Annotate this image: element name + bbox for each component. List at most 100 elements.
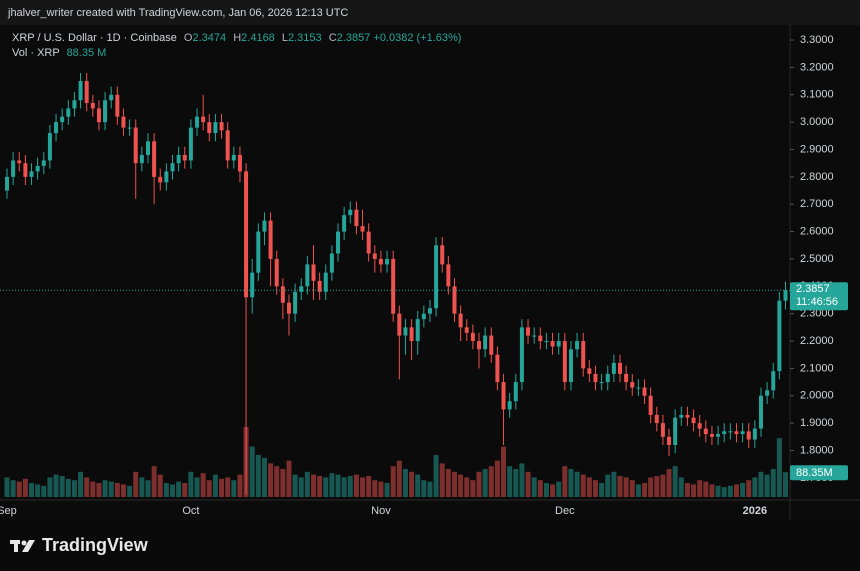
price-tag [790, 282, 848, 311]
candle-body [244, 171, 249, 298]
candle-body [96, 108, 101, 123]
volume-bar [170, 484, 176, 497]
candle-body [470, 332, 475, 342]
candle-body [568, 349, 573, 383]
volume-bar [29, 483, 35, 497]
countdown: 11:46:56 [796, 296, 838, 308]
volume-bar [629, 480, 635, 497]
volume-bar [84, 477, 90, 497]
candle-body [231, 154, 236, 161]
volume-bar [96, 483, 102, 497]
candle-body [507, 401, 512, 410]
volume-bar [488, 466, 494, 497]
volume-bar [274, 466, 280, 497]
candle-body [78, 81, 83, 101]
ohlc-value: 2.3857 [336, 32, 371, 44]
volume-bar [709, 484, 715, 497]
volume-bar [537, 480, 543, 497]
volume-bar [10, 480, 16, 497]
x-tick-label: Sep [0, 505, 17, 517]
volume-bar [697, 480, 703, 497]
footer-logo: TradingView [10, 535, 148, 556]
candle-body [305, 264, 310, 287]
candle-body [90, 102, 95, 109]
candle-body [311, 264, 316, 281]
candle-body [145, 141, 150, 155]
y-tick-label: 3.1000 [800, 89, 834, 101]
volume-bar [341, 477, 347, 497]
candle-body [84, 81, 89, 103]
volume-bar [783, 472, 789, 497]
candle-body [127, 127, 132, 129]
volume-bar [372, 480, 378, 497]
candle-body [593, 373, 598, 383]
volume-bar [605, 474, 611, 497]
volume-bar [120, 484, 126, 497]
candle-body [354, 209, 359, 227]
candle-body [599, 382, 604, 384]
volume-tag [790, 465, 848, 481]
change-pct: (+1.63%) [416, 32, 462, 44]
ohlc-key: O [183, 32, 193, 44]
candle-body [366, 231, 371, 254]
volume-bar [703, 481, 709, 497]
candle-body [654, 414, 659, 424]
volume-bar [439, 463, 445, 497]
candle-body [685, 414, 690, 418]
candle-body [526, 327, 531, 336]
candle-body [673, 417, 678, 446]
candle-body [740, 431, 745, 435]
candle-body [103, 100, 108, 123]
volume-bar [145, 480, 151, 497]
volume-bar [41, 485, 47, 497]
candle-body [201, 116, 206, 123]
candle-body [299, 286, 304, 292]
volume-title: Vol · XRP [12, 47, 60, 59]
candle-body [421, 313, 426, 320]
y-tick-label: 2.5000 [800, 253, 834, 265]
volume-bar [194, 477, 200, 497]
volume-bar [525, 471, 531, 497]
ohlc-value: 2.4168 [241, 32, 275, 44]
volume-bar [108, 481, 114, 497]
candle-body [556, 341, 561, 347]
volume-bar [599, 483, 605, 497]
volume-bar [261, 457, 267, 497]
candle-body [605, 373, 610, 383]
candle-body [452, 286, 457, 314]
volume-bar [770, 469, 776, 497]
volume-value: 88.35 M [66, 47, 107, 59]
candle-body [758, 395, 763, 429]
volume-bar [764, 474, 770, 497]
candle-body [29, 171, 34, 177]
ohlc-key: L [281, 32, 288, 44]
chart-background [0, 25, 860, 520]
volume-bar [65, 478, 71, 497]
y-tick-label: 2.3000 [800, 308, 834, 320]
candle-body [225, 130, 230, 161]
volume-bar [329, 473, 335, 497]
candle-body [532, 335, 537, 337]
volume-bar [421, 480, 427, 497]
volume-bar [568, 469, 574, 497]
volume-bar [396, 460, 402, 497]
volume-bar [71, 480, 77, 497]
candle-body [182, 154, 187, 161]
candle-body [660, 423, 665, 437]
volume-bar [470, 480, 476, 497]
candle-body [397, 313, 402, 336]
volume-bar [317, 476, 323, 497]
volume-bar [580, 474, 586, 497]
volume-bar [409, 471, 415, 497]
volume-bar [642, 483, 648, 497]
volume-bar [212, 474, 218, 497]
candle-body [54, 122, 59, 134]
volume-bar [519, 463, 525, 497]
volume-bar [231, 480, 237, 497]
volume-bar [433, 455, 439, 497]
candle-body [213, 122, 218, 134]
volume-bar [133, 471, 139, 497]
y-tick-label: 3.0000 [800, 116, 834, 128]
candle-body [562, 341, 567, 383]
volume-bar [298, 477, 304, 497]
